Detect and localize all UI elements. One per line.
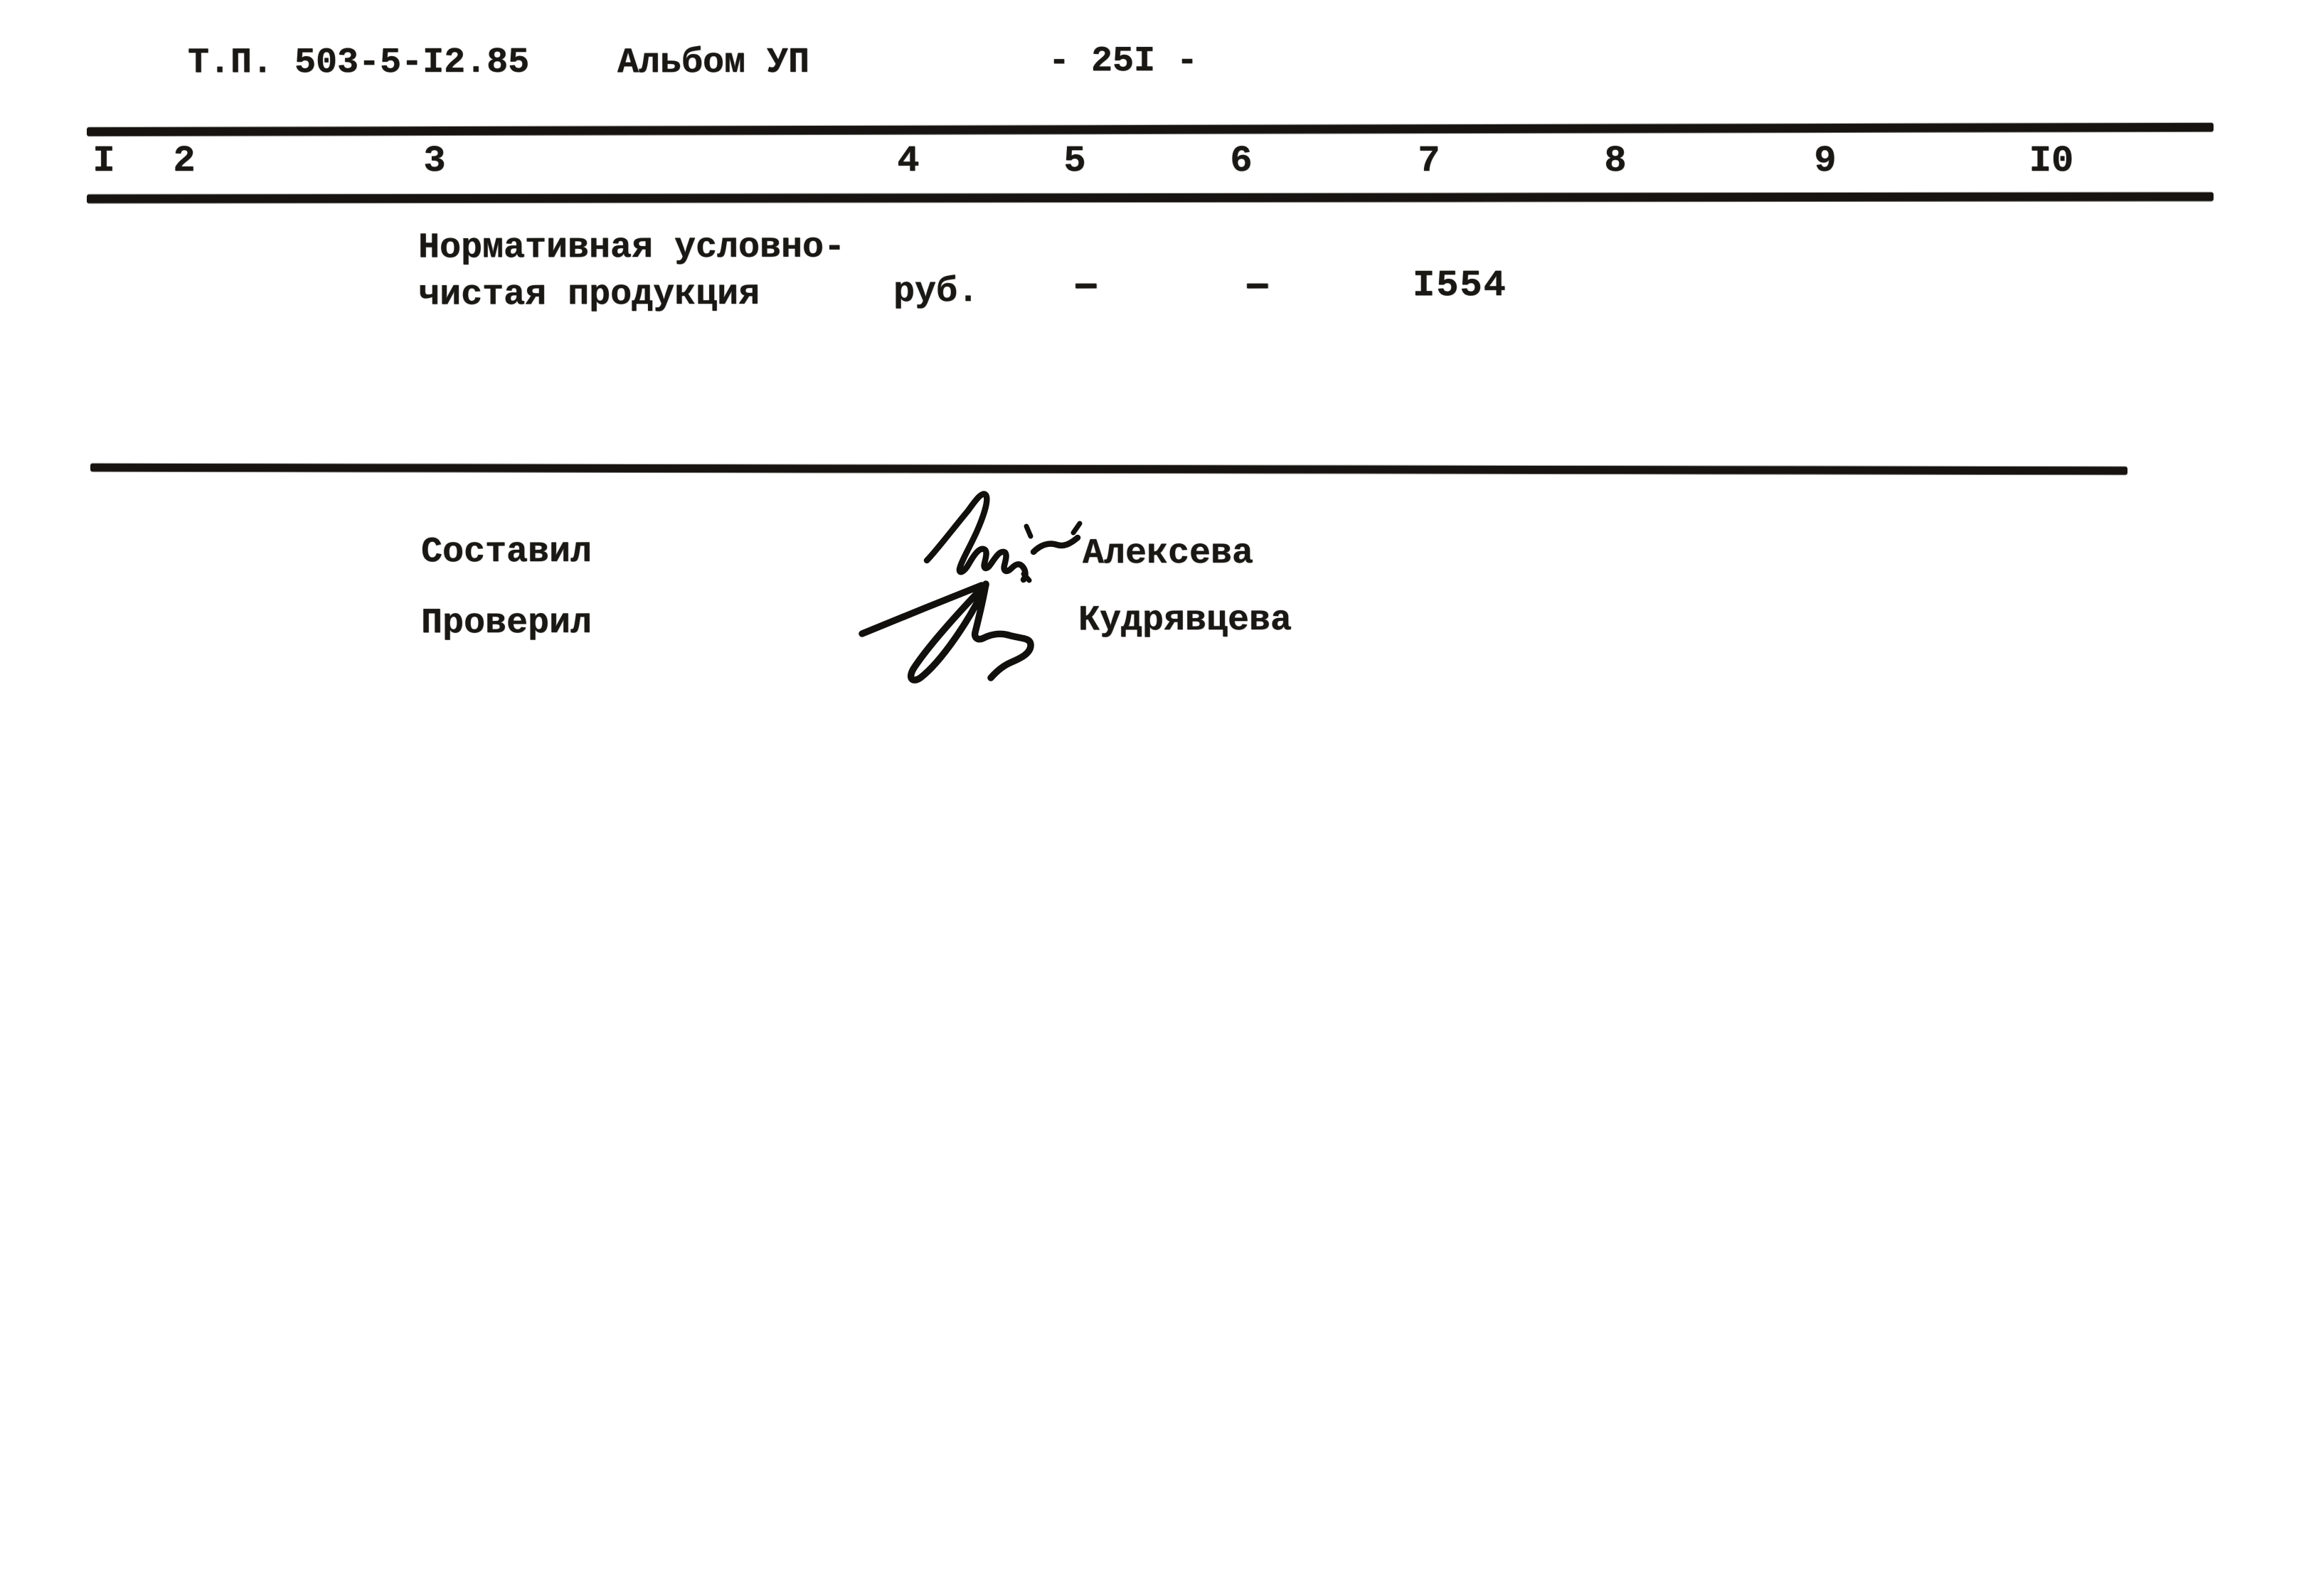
row-unit: руб. — [893, 271, 979, 313]
column-number-8: 8 — [1604, 139, 1627, 183]
column-number-1: I — [92, 139, 115, 183]
footer-rule — [90, 463, 2128, 475]
checker-name: Кудрявцева — [1078, 600, 1292, 642]
row-col5-dash: - — [1064, 265, 1108, 308]
table-header-rule — [86, 192, 2214, 203]
dash-glyph: - — [1063, 264, 1108, 309]
checked-label: Проверил — [420, 602, 593, 644]
row-product-name: Нормативная условно- чистая продукция — [418, 227, 846, 316]
album-label: Альбом УП — [617, 42, 810, 84]
dash-glyph: - — [1235, 264, 1280, 309]
row-col7-value: I554 — [1412, 264, 1507, 307]
column-number-7: 7 — [1418, 139, 1440, 183]
column-number-9: 9 — [1814, 139, 1837, 183]
column-number-5: 5 — [1063, 139, 1086, 183]
page-number: - 25I - — [1048, 41, 1199, 83]
column-number-6: 6 — [1230, 139, 1253, 183]
composed-label: Составил — [420, 531, 593, 573]
column-number-3: 3 — [423, 139, 446, 183]
doc-code: Т.П. 503-5-I2.85 — [187, 42, 530, 84]
column-number-4: 4 — [897, 139, 920, 183]
composer-signature — [923, 491, 1083, 583]
checker-signature — [859, 571, 1034, 683]
composer-name: Алексева — [1082, 533, 1254, 575]
table-top-rule — [86, 122, 2214, 137]
row-col6-dash: - — [1236, 265, 1280, 308]
column-number-2: 2 — [173, 139, 196, 183]
column-number-10: I0 — [2029, 139, 2074, 183]
